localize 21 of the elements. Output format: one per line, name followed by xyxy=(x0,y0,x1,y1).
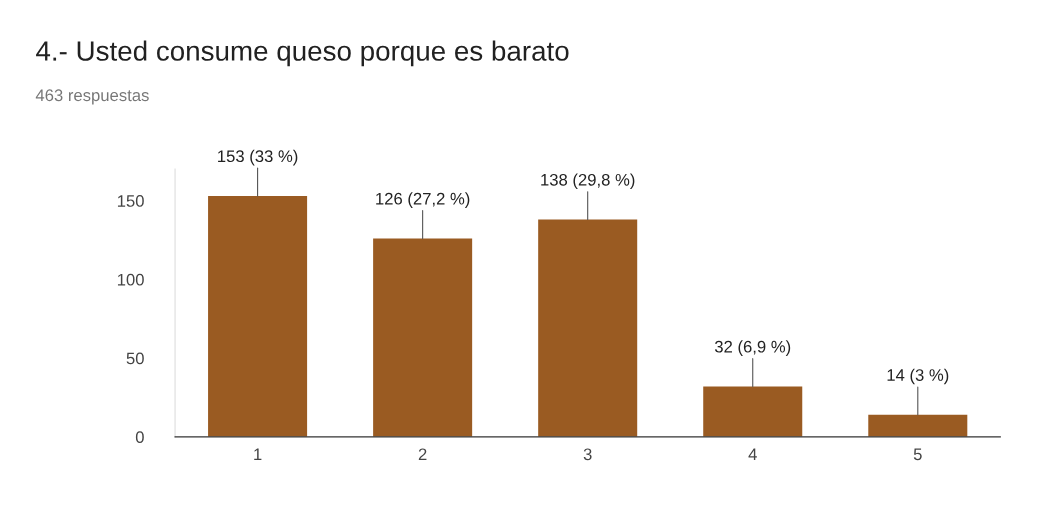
y-tick-label: 50 xyxy=(126,352,144,365)
data-label: 14 (3 %) xyxy=(887,368,949,385)
bar xyxy=(538,219,638,437)
y-tick-label: 150 xyxy=(117,195,144,207)
bar xyxy=(373,238,473,437)
data-label: 153 (33 %) xyxy=(218,149,298,166)
x-tick-label: 4 xyxy=(748,448,757,461)
bar xyxy=(703,386,803,437)
bar xyxy=(868,414,968,437)
y-tick-label: 100 xyxy=(117,273,144,286)
x-tick-label: 2 xyxy=(418,448,427,461)
x-tick-label: 3 xyxy=(583,448,592,461)
data-label: 126 (27,2 %) xyxy=(376,192,470,208)
data-label: 138 (29,8 %) xyxy=(541,173,635,189)
y-tick-label: 0 xyxy=(135,431,144,444)
x-tick-label: 1 xyxy=(254,448,262,461)
bar xyxy=(208,195,308,437)
chart-subtitle: 463 respuestas xyxy=(35,89,149,105)
data-label: 32 (6,9 %) xyxy=(714,340,791,356)
chart-title: 4.- Usted consume queso porque es barato xyxy=(36,40,569,67)
x-tick-label: 5 xyxy=(913,448,922,461)
